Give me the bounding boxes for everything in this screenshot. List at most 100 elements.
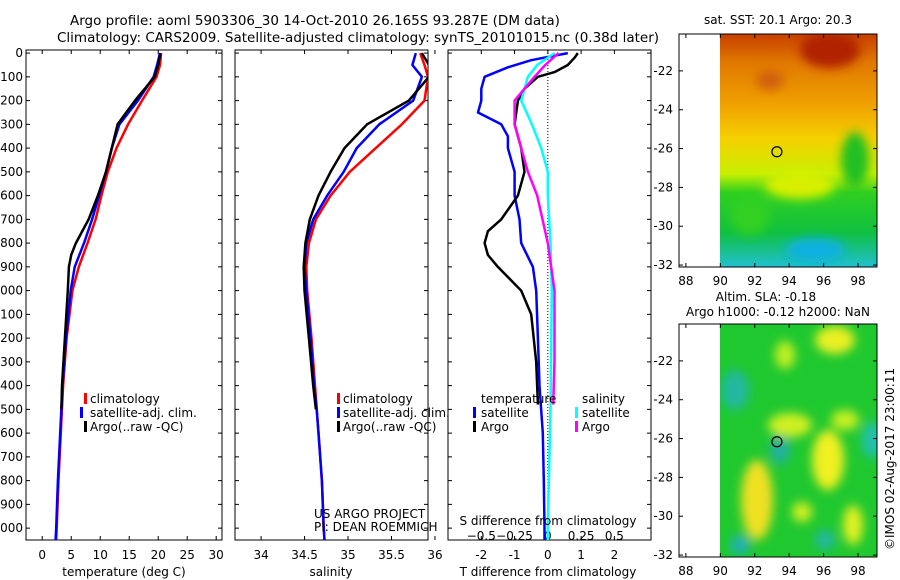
map-x-tick-label: 92	[747, 274, 762, 288]
line-temperature-argo	[483, 52, 579, 405]
line-argo-raw-qc-	[302, 52, 428, 410]
legend-label: satellite-adj. clim.	[90, 406, 197, 420]
x-tick-label: 35.5	[378, 548, 405, 562]
map-x-tick-label: 96	[816, 274, 831, 288]
y-tick-label: 1700	[0, 450, 23, 464]
map-y-tick-label: -24	[653, 103, 673, 117]
y-tick-label: 100	[0, 70, 23, 84]
map-y-tick-label: -26	[653, 142, 673, 156]
y-tick-label: 1100	[0, 307, 23, 321]
map-x-tick-label: 96	[816, 564, 831, 578]
x-axis-label-t-difference: T difference from climatology	[459, 565, 637, 579]
legend-swatch-climatology	[337, 393, 340, 404]
y-tick-label: 800	[0, 236, 23, 250]
x-tick-label: 25	[180, 548, 195, 562]
x-tick-label: 15	[122, 548, 137, 562]
x-tick-label: 36	[427, 548, 442, 562]
map-y-tick-label: -30	[653, 509, 673, 523]
y-tick-label: 1500	[0, 402, 23, 416]
x-tick-label: 34.5	[291, 548, 318, 562]
y-tick-label: 1300	[0, 355, 23, 369]
sla-map: Altim. SLA: -0.18 Argo h1000: -0.12 h200…	[653, 290, 878, 578]
panel-temperature: 0100200300400500600700800900100011001200…	[0, 46, 224, 562]
x-tick-label: 10	[93, 548, 108, 562]
legend-label: satellite-adj. clim.	[343, 406, 450, 420]
plot-frame	[25, 49, 223, 541]
x-tick-label: 34	[253, 548, 268, 562]
line-satellite-adj-clim-	[54, 52, 162, 540]
x-tick-label: -2	[475, 548, 487, 562]
x-tick-label: -1	[509, 548, 521, 562]
legend-swatch-satellite	[80, 407, 83, 418]
map-x-tick-label: 94	[782, 274, 797, 288]
sst-heatmap	[720, 34, 877, 267]
y-tick-label: 1200	[0, 331, 23, 345]
line-climatology	[54, 52, 163, 540]
sst-map-frame	[678, 33, 878, 268]
sla-map-title-line2: Argo h1000: -0.12 h2000: NaN	[686, 305, 870, 319]
legend-swatch-argo	[84, 421, 87, 432]
map-x-tick-label: 88	[678, 274, 693, 288]
line-temperature-satellite	[476, 51, 569, 540]
argo-float-marker	[771, 146, 783, 158]
legend-swatch-t-argo	[473, 421, 476, 432]
legend-swatch-climatology	[84, 393, 87, 404]
legend-label: Argo	[481, 420, 509, 434]
line-climatology	[305, 52, 428, 540]
y-tick-label: 200	[0, 94, 23, 108]
sst-map-title: sat. SST: 20.1 Argo: 20.3	[704, 13, 852, 27]
y-tick-label: 700	[0, 212, 23, 226]
x2-tick-label: −0.5	[467, 529, 496, 543]
x2-tick-label: 0.5	[605, 529, 624, 543]
figure-title-line2: Climatology: CARS2009. Satellite-adjuste…	[57, 30, 659, 46]
legend-label: Argo(..raw -QC)	[343, 420, 436, 434]
salinity-legend: climatology satellite-adj. clim. Argo(..…	[314, 392, 450, 534]
y-tick-label: 900	[0, 260, 23, 274]
legend-heading-temperature: temperature	[481, 392, 556, 406]
legend-swatch-satellite	[337, 407, 340, 418]
legend-heading-salinity: salinity	[582, 392, 625, 406]
map-y-tick-label: -32	[653, 258, 673, 272]
map-y-tick-label: -24	[653, 393, 673, 407]
map-y-tick-label: -26	[653, 432, 673, 446]
y-tick-label: 1400	[0, 379, 23, 393]
imos-credit: ©IMOS 02-Aug-2017 23:00:11	[883, 368, 897, 550]
y-tick-label: 2000	[0, 521, 23, 535]
sla-map-frame	[678, 323, 878, 558]
y-tick-label: 500	[0, 165, 23, 179]
legend-swatch-s-argo	[575, 421, 578, 432]
argo-float-marker	[771, 436, 783, 448]
plot-frame	[234, 49, 429, 541]
map-y-tick-label: -32	[653, 548, 673, 562]
difference-legend: temperature satellite Argo salinity sate…	[473, 392, 630, 434]
x-tick-label: 35	[340, 548, 355, 562]
line-salinity-argo	[513, 52, 560, 405]
map-x-tick-label: 98	[850, 564, 865, 578]
y-tick-label: 300	[0, 117, 23, 131]
y-tick-label: 1000	[0, 284, 23, 298]
legend-swatch-t-satellite	[473, 407, 476, 418]
map-x-tick-label: 88	[678, 564, 693, 578]
map-y-tick-label: -22	[653, 354, 673, 368]
map-x-tick-label: 98	[850, 274, 865, 288]
sla-map-title-line1: Altim. SLA: -0.18	[716, 290, 816, 304]
series-lines	[302, 52, 428, 540]
x-tick-label: 1	[577, 548, 585, 562]
plot-frame	[447, 49, 652, 541]
sla-heatmap	[720, 324, 877, 557]
map-y-tick-label: -30	[653, 219, 673, 233]
project-annotation: US ARGO PROJECT	[314, 507, 426, 521]
pi-annotation: PI: DEAN ROEMMICH	[314, 520, 437, 534]
legend-label: Argo(..raw -QC)	[90, 420, 183, 434]
x-tick-label: 0	[544, 548, 552, 562]
x-tick-label: 0	[38, 548, 46, 562]
map-y-tick-label: -28	[653, 470, 673, 484]
sst-map: sat. SST: 20.1 Argo: 20.3 88 90 92 94 96 98 -2…	[653, 13, 878, 288]
series-lines	[54, 52, 163, 540]
y-tick-label: 1800	[0, 474, 23, 488]
map-x-tick-label: 90	[713, 274, 728, 288]
x-tick-label: 30	[209, 548, 224, 562]
line-argo-raw-qc-	[60, 52, 162, 410]
